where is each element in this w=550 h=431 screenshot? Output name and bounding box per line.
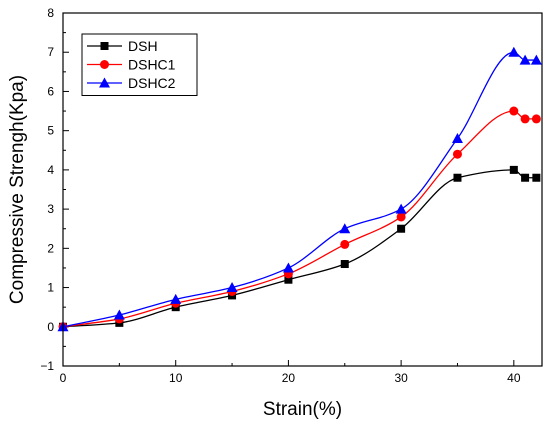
y-tick-label: 3 [47,202,54,216]
legend-marker-dsh [100,42,109,50]
y-tick-label: 6 [47,84,54,98]
y-tick-label: 0 [47,320,54,334]
legend-label-dshc2: DSHC2 [128,75,176,91]
data-point-dshc2 [339,223,351,234]
x-tick-label: 40 [507,371,521,385]
data-point-dsh [397,224,406,233]
data-point-dshc2 [519,54,531,65]
data-point-dsh [453,173,462,182]
y-tick-label: 8 [47,6,54,20]
x-tick-label: 30 [394,371,408,385]
data-point-dsh [509,165,518,174]
x-tick-label: 0 [60,371,67,385]
y-tick-label: 4 [47,163,54,177]
data-point-dsh [521,173,530,182]
legend-marker-dshc2 [99,77,110,88]
legend: DSH DSHC1 DSHC2 [81,33,198,96]
data-point-dshc1 [340,239,350,249]
legend-label-dshc1: DSHC1 [128,57,176,73]
y-tick-label: 1 [47,281,54,295]
legend-marker-dshc1 [100,60,109,69]
data-point-dshc1 [452,149,462,159]
legend-label-dsh: DSH [128,38,158,54]
data-point-dsh [340,260,349,269]
data-point-dshc2 [170,293,182,304]
series-line-dsh [62,169,537,328]
series-line-dshc1 [62,110,537,328]
y-tick-label: 2 [47,241,54,255]
y-axis-title: Compressive Strengh(Kpa) [7,75,28,304]
data-point-dshc2 [113,309,125,320]
x-tick-label: 20 [282,371,296,385]
plot-frame [62,12,543,367]
data-point-dshc2 [451,133,463,144]
data-point-dshc1 [531,114,541,124]
data-point-dsh [284,275,293,284]
data-point-dshc1 [520,114,530,124]
data-point-dshc2 [530,54,542,65]
data-point-dshc1 [509,106,519,116]
data-point-dsh [532,173,541,182]
y-tick-label: −1 [40,359,54,373]
data-point-dshc2 [282,262,294,273]
tick-layer: 0 10 20 30 40 −1 0 1 2 3 4 5 6 7 8 [40,6,521,385]
y-tick-label: 7 [47,45,54,59]
data-point-dshc2 [508,46,520,57]
data-point-dshc1 [396,212,406,222]
y-tick-label: 5 [47,124,54,138]
data-point-dshc2 [226,282,238,293]
series-dsh [59,165,541,331]
data-point-dshc2 [395,203,407,214]
series-dshc1 [58,106,541,332]
x-axis-title: Strain(%) [263,399,342,420]
x-tick-label: 10 [169,371,183,385]
